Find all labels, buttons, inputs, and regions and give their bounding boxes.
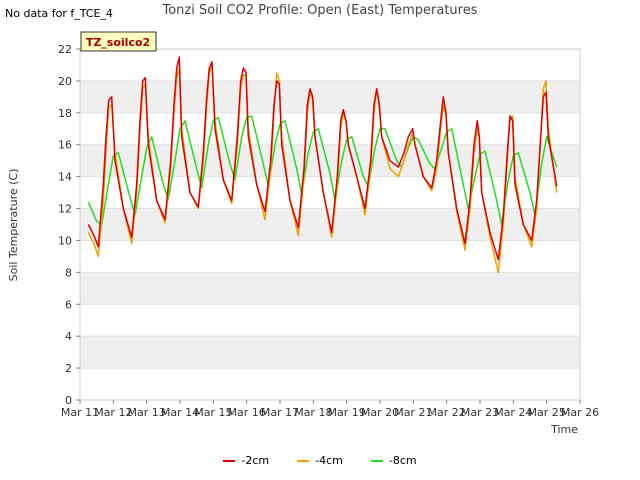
y-tick-label: 0 (65, 394, 72, 407)
x-tick-label: Mar 13 (128, 406, 166, 419)
y-tick-label: 2 (65, 362, 72, 375)
legend-label-8cm: -8cm (388, 454, 417, 467)
y-tick-label: 12 (58, 203, 72, 216)
legend: -2cm -4cm -8cm (0, 454, 640, 467)
y-tick-label: 22 (58, 43, 72, 56)
x-tick-label: Mar 23 (461, 406, 499, 419)
x-tick-label: Mar 15 (194, 406, 232, 419)
y-tick-label: 10 (58, 234, 72, 247)
plot-area-border (79, 48, 581, 401)
legend-label-4cm: -4cm (315, 454, 343, 467)
y-tick-label: 14 (58, 171, 72, 184)
x-tick-label: Mar 11 (61, 406, 99, 419)
x-tick-label: Mar 17 (261, 406, 299, 419)
x-tick-label: Mar 21 (394, 406, 432, 419)
series-line-minus-8cm (87, 115, 558, 226)
grid-band (80, 80, 580, 113)
x-tick-label: Mar 22 (428, 406, 466, 419)
x-tick-label: Mar 18 (294, 406, 332, 419)
x-tick-label: Mar 12 (94, 406, 132, 419)
legend-label-2cm: -2cm (241, 454, 270, 467)
y-tick-label: 4 (65, 330, 72, 343)
x-tick-label: Mar 26 (561, 406, 599, 419)
y-tick-label: 20 (58, 75, 72, 88)
x-tick-label: Mar 20 (361, 406, 399, 419)
y-tick-label: 18 (58, 107, 72, 120)
y-tick-label: 6 (65, 298, 72, 311)
y-axis-label: Soil Temperature (C) (7, 169, 20, 282)
grid-band (80, 336, 580, 369)
grid-band (80, 272, 580, 305)
source-badge: TZ_soilco2 (80, 31, 157, 52)
legend-item-8cm: -8cm (370, 454, 417, 467)
legend-item-4cm: -4cm (297, 454, 343, 467)
legend-item-2cm: -2cm (223, 454, 269, 467)
legend-swatch-4cm (297, 459, 310, 462)
series-lines (87, 56, 558, 274)
y-tick-label: 8 (65, 266, 72, 279)
no-data-notice: No data for f_TCE_4 (5, 7, 113, 20)
x-axis-label: Time (550, 423, 578, 436)
y-tick-label: 16 (58, 139, 72, 152)
x-tick-label: Mar 19 (328, 406, 366, 419)
x-tick-label: Mar 14 (161, 406, 199, 419)
y-axis: 0 2 4 6 8 10 12 14 16 18 20 22 (58, 43, 80, 407)
grid-bands (80, 48, 580, 401)
chart-title: Tonzi Soil CO2 Profile: Open (East) Temp… (162, 3, 478, 18)
series-line-minus-2cm (87, 56, 558, 261)
legend-swatch-8cm (370, 459, 383, 462)
x-tick-label: Mar 25 (528, 406, 566, 419)
x-tick-label: Mar 24 (494, 406, 532, 419)
source-badge-label: TZ_soilco2 (86, 36, 150, 49)
legend-swatch-2cm (223, 459, 236, 462)
x-tick-label: Mar 16 (228, 406, 266, 419)
